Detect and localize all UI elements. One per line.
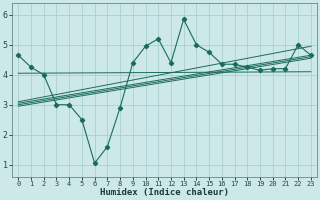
X-axis label: Humidex (Indice chaleur): Humidex (Indice chaleur) bbox=[100, 188, 229, 197]
